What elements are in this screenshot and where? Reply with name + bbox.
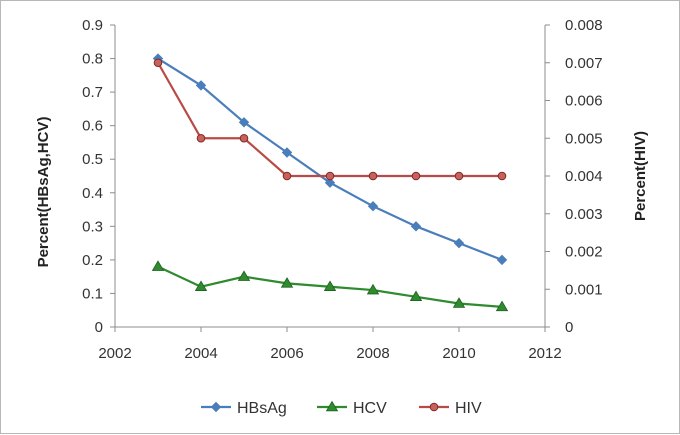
- y-right-tick-label: 0: [565, 319, 573, 336]
- data-point-hcv: [452, 297, 466, 308]
- y-left-tick-label: 0.5: [82, 151, 103, 168]
- x-tick-label: 2012: [528, 345, 561, 362]
- y-left-tick-label: 0.1: [82, 285, 103, 302]
- y-left-tick-label: 0.3: [82, 218, 103, 235]
- data-point-hbsag: [281, 147, 293, 158]
- y-left-tick-label: 0.9: [82, 17, 103, 34]
- y-right-tick-label: 0.005: [565, 130, 603, 147]
- data-point-hbsag: [367, 200, 379, 212]
- data-point-hcv: [151, 260, 165, 271]
- y-left-tick-label: 0.6: [82, 118, 103, 135]
- y-right-tick-label: 0.001: [565, 281, 603, 298]
- y-axis-left-title: Percent(HBsAg,HCV): [35, 117, 52, 268]
- y-right-tick-label: 0.008: [565, 17, 603, 34]
- x-tick-label: 2006: [270, 345, 303, 362]
- x-tick-label: 2010: [442, 345, 475, 362]
- y-axis-right-title: Percent(HIV): [632, 131, 649, 221]
- y-left-tick-label: 0.2: [82, 252, 103, 269]
- data-point-hiv: [497, 171, 507, 181]
- axes-layer: 0 0.1 0.2 0.3 0.4 0.5 0.6 0.7 0.8 0.9 0 0.001 0.002 0…: [82, 17, 602, 362]
- data-point-hcv: [237, 270, 251, 281]
- data-point-hcv: [409, 290, 423, 302]
- data-point-hiv: [239, 133, 249, 143]
- data-point-hcv: [366, 283, 380, 295]
- y-right-tick-label: 0.007: [565, 55, 603, 72]
- x-tick-label: 2002: [98, 345, 131, 362]
- y-left-tick-label: 0: [95, 319, 103, 336]
- legend-label-hiv: HIV: [455, 400, 482, 417]
- y-left-tick-label: 0.7: [82, 84, 103, 101]
- x-tick-label: 2004: [184, 345, 217, 362]
- data-point-hiv: [153, 58, 163, 68]
- y-right-tick-label: 0.004: [565, 168, 603, 185]
- data-point-hcv: [323, 280, 337, 291]
- data-point-hbsag: [453, 237, 465, 249]
- data-point-hiv: [368, 171, 378, 181]
- data-point-hbsag: [238, 117, 250, 128]
- data-point-hbsag: [496, 254, 508, 266]
- y-left-tick-label: 0.8: [82, 51, 103, 68]
- data-point-hcv: [194, 280, 208, 291]
- data-point-hbsag: [410, 221, 422, 232]
- y-right-tick-label: 0.002: [565, 244, 603, 261]
- y-left-tick-label: 0.4: [82, 185, 103, 202]
- y-right-tick-label: 0.003: [565, 206, 603, 223]
- legend-marker-hbsag: [210, 401, 222, 413]
- series-line-hbsag: [157, 57, 503, 261]
- legend-label-hbsag: HBsAg: [237, 400, 287, 417]
- legend-marker-hiv: [429, 402, 439, 412]
- series-layer: [151, 53, 509, 312]
- legend: HBsAg HCV HIV: [201, 400, 482, 417]
- series-line-hiv: [157, 62, 502, 178]
- data-point-hiv: [196, 133, 206, 143]
- data-point-hiv: [454, 171, 464, 181]
- data-point-hiv: [282, 171, 292, 181]
- data-point-hiv: [325, 171, 335, 181]
- data-point-hiv: [411, 171, 421, 181]
- data-point-hcv: [280, 277, 294, 288]
- data-point-hbsag: [324, 177, 336, 188]
- legend-marker-hcv: [325, 400, 339, 412]
- legend-label-hcv: HCV: [353, 400, 387, 417]
- data-point-hbsag: [195, 80, 207, 91]
- x-tick-label: 2008: [356, 345, 389, 362]
- data-point-hcv: [495, 300, 509, 312]
- y-right-tick-label: 0.006: [565, 93, 603, 110]
